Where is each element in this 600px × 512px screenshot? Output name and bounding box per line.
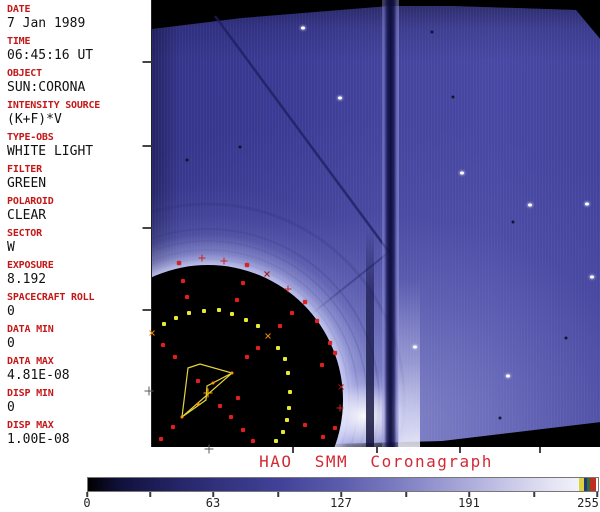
field-disp-max: DISP MAX 1.00E-08 xyxy=(0,416,151,448)
field-label: DATA MAX xyxy=(7,356,54,367)
field-label: DISP MAX xyxy=(7,420,54,431)
intensity-colorbar xyxy=(87,477,599,492)
field-label: POLAROID xyxy=(7,196,54,207)
field-value: 0 xyxy=(7,304,15,319)
field-value: CLEAR xyxy=(7,208,47,223)
page-title: HAO SMM Coronagraph xyxy=(259,452,493,471)
field-label: DATA MIN xyxy=(7,324,54,335)
field-time: TIME 06:45:16 UT xyxy=(0,32,151,64)
field-label: EXPOSURE xyxy=(7,260,54,271)
field-type-obs: TYPE-OBS WHITE LIGHT xyxy=(0,128,151,160)
field-label: FILTER xyxy=(7,164,42,175)
field-label: DATE xyxy=(7,4,31,15)
colorbar-lut-stripes xyxy=(88,478,598,491)
field-exposure: EXPOSURE 8.192 xyxy=(0,256,151,288)
field-spacecraft-roll: SPACECRAFT ROLL 0 xyxy=(0,288,151,320)
field-value: 0 xyxy=(7,336,15,351)
field-data-max: DATA MAX 4.81E-08 xyxy=(0,352,151,384)
field-value: 06:45:16 UT xyxy=(7,48,94,63)
field-label: SPACECRAFT ROLL xyxy=(7,292,95,303)
pylon-shadow-main xyxy=(382,0,399,447)
field-filter: FILTER GREEN xyxy=(0,160,151,192)
coronagraph-image-canvas[interactable] xyxy=(151,0,600,447)
field-label: TIME xyxy=(7,36,31,47)
field-value: SUN:CORONA xyxy=(7,80,86,95)
field-value: WHITE LIGHT xyxy=(7,144,94,159)
field-value: GREEN xyxy=(7,176,47,191)
field-label: TYPE-OBS xyxy=(7,132,54,143)
field-value: 1.00E-08 xyxy=(7,432,70,447)
field-date: DATE 7 Jan 1989 xyxy=(0,0,151,32)
field-value: W xyxy=(7,240,15,255)
field-value: 4.81E-08 xyxy=(7,368,70,383)
field-label: OBJECT xyxy=(7,68,42,79)
field-label: INTENSITY SOURCE xyxy=(7,100,101,111)
field-data-min: DATA MIN 0 xyxy=(0,320,151,352)
field-value: 8.192 xyxy=(7,272,47,287)
pylon-shadow-secondary xyxy=(366,228,374,447)
field-disp-min: DISP MIN 0 xyxy=(0,384,151,416)
field-value: (K+F)*V xyxy=(7,112,62,127)
field-value: 7 Jan 1989 xyxy=(7,16,86,31)
field-polaroid: POLAROID CLEAR xyxy=(0,192,151,224)
field-label: SECTOR xyxy=(7,228,42,239)
field-object: OBJECT SUN:CORONA xyxy=(0,64,151,96)
colorbar-ticks xyxy=(0,492,600,498)
field-sector: SECTOR W xyxy=(0,224,151,256)
field-intensity-source: INTENSITY SOURCE (K+F)*V xyxy=(0,96,151,128)
metadata-sidebar: DATE 7 Jan 1989 TIME 06:45:16 UT OBJECT … xyxy=(0,0,151,450)
field-label: DISP MIN xyxy=(7,388,54,399)
colorbar-tick-labels: 0 63 127 191 255 xyxy=(83,496,599,510)
field-value: 0 xyxy=(7,400,15,415)
